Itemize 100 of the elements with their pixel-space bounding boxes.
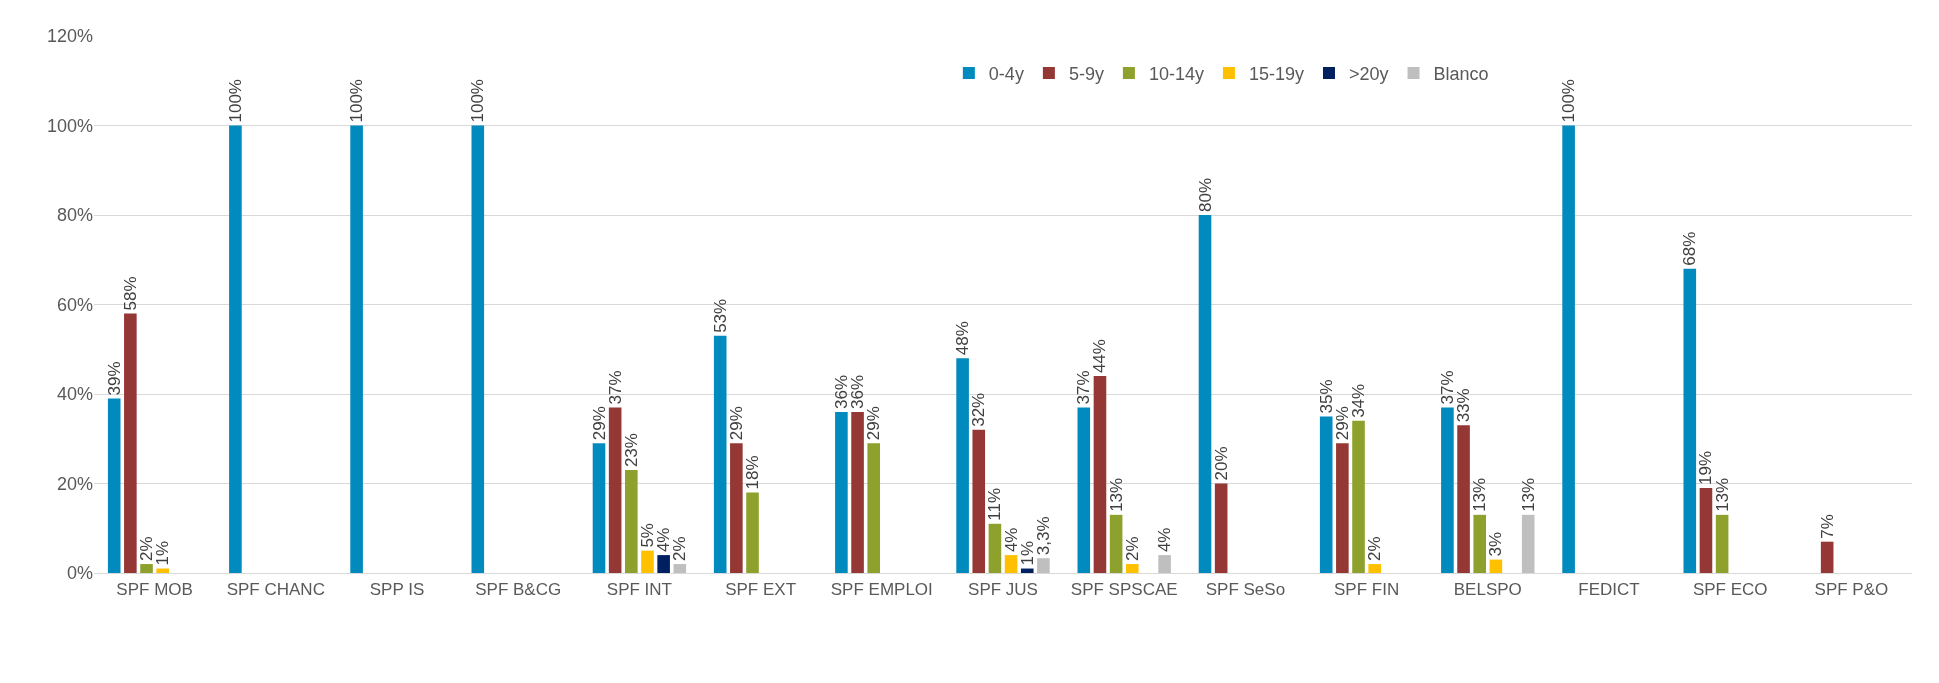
bar [1820, 541, 1834, 573]
legend-label: 15-19y [1248, 64, 1304, 85]
bar [156, 568, 169, 573]
x-tick-label: SPF EXT [725, 579, 797, 599]
data-label: 11% [985, 488, 1005, 521]
bar [1319, 416, 1333, 573]
data-label: 68% [1680, 231, 1700, 266]
bar [1077, 407, 1091, 573]
bar [1489, 559, 1503, 573]
data-label: 29% [589, 406, 609, 441]
bar [1457, 425, 1470, 573]
x-tick-label: SPF SPSCAE [1070, 579, 1178, 599]
legend-label: 0-4y [988, 64, 1024, 85]
y-tick-label: 80% [56, 205, 93, 226]
data-label: 100% [347, 79, 367, 123]
bar [1109, 514, 1123, 573]
bar [1336, 443, 1349, 573]
bar [746, 492, 759, 573]
data-label: 13% [1470, 477, 1490, 512]
bar [835, 411, 848, 573]
x-tick-label: SPF ECO [1692, 579, 1768, 599]
bar [988, 523, 1002, 573]
data-label: 29% [726, 406, 746, 441]
data-label: 23% [621, 433, 641, 468]
bar [350, 125, 363, 573]
bar [641, 550, 654, 573]
data-label: 100% [468, 79, 488, 123]
bar [107, 398, 121, 573]
data-label: 37% [605, 370, 625, 405]
data-label: 37% [1437, 370, 1457, 405]
x-tick-label: SPF JUS [968, 579, 1038, 599]
x-tick-label: SPF B&CG [475, 579, 562, 599]
x-tick-label: FEDICT [1578, 579, 1640, 599]
bar [1004, 555, 1018, 573]
x-tick-label: BELSPO [1453, 579, 1522, 599]
data-label: 3% [1486, 532, 1506, 557]
bar [608, 407, 622, 573]
data-label: 20% [1211, 446, 1231, 481]
bar [851, 411, 864, 573]
data-label: 34% [1349, 383, 1369, 418]
data-label: 2% [1365, 536, 1385, 562]
bar [124, 313, 137, 573]
x-tick-label: SPP IS [369, 579, 425, 599]
x-tick-label: SPF FIN [1334, 579, 1400, 599]
bar [1352, 420, 1365, 573]
data-label: 39% [104, 361, 124, 396]
bar [730, 443, 743, 573]
bar [1521, 514, 1535, 573]
legend-label: 5-9y [1068, 64, 1104, 85]
data-label: 48% [953, 321, 973, 356]
bar [625, 470, 638, 573]
y-tick-label: 120% [46, 26, 93, 47]
bar [229, 125, 242, 573]
data-label: 100% [1559, 79, 1579, 123]
bar [592, 443, 606, 573]
bar [140, 564, 153, 573]
data-label: 2% [1122, 536, 1142, 562]
bar [713, 335, 727, 573]
data-label: 18% [743, 455, 763, 490]
data-label: 53% [710, 298, 730, 333]
bar [1715, 514, 1729, 573]
x-tick-label: SPF CHANC [226, 579, 325, 599]
data-label: 13% [1106, 477, 1126, 512]
data-label: 100% [225, 79, 245, 123]
data-label: 36% [848, 374, 868, 409]
bar [673, 564, 687, 573]
x-tick-label: SPF INT [606, 579, 672, 599]
bar [1441, 407, 1454, 573]
x-tick-label: SPF P&O [1814, 579, 1889, 599]
bar [1093, 376, 1107, 573]
legend-label: Blanco [1433, 64, 1489, 85]
bar [1214, 483, 1228, 573]
y-tick-label: 100% [46, 115, 93, 136]
data-label: 4% [1155, 527, 1175, 553]
legend-label: >20y [1348, 64, 1389, 85]
data-label: 32% [969, 392, 989, 427]
bar [1198, 215, 1212, 573]
y-tick-label: 60% [56, 294, 93, 315]
bar [1368, 564, 1381, 573]
y-tick-label: 20% [56, 473, 93, 494]
y-tick-label: 0% [66, 563, 93, 584]
bar [972, 429, 986, 573]
data-label: 80% [1195, 177, 1215, 212]
x-tick-label: SPF EMPLOI [830, 579, 933, 599]
bar [657, 555, 670, 573]
data-label: 58% [120, 276, 140, 311]
bar [1473, 514, 1487, 573]
x-tick-label: SPF MOB [116, 579, 193, 599]
bar [471, 125, 485, 573]
legend-label: 10-14y [1148, 64, 1204, 85]
bar [1562, 125, 1575, 573]
bar [1125, 564, 1139, 573]
bar [1020, 568, 1034, 573]
bar [1699, 487, 1713, 573]
y-tick-label: 40% [56, 384, 93, 405]
data-label: 36% [831, 374, 851, 409]
bar [956, 358, 969, 573]
data-label: 7% [1817, 514, 1837, 539]
x-tick-label: SPF SeSo [1205, 579, 1286, 599]
bar [867, 443, 881, 573]
